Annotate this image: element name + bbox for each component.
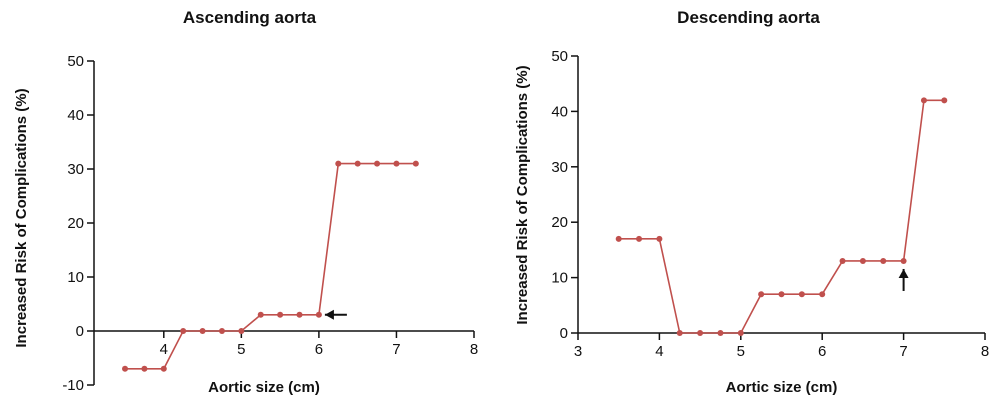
- data-point: [920, 97, 927, 104]
- data-point: [199, 328, 206, 334]
- x-tick-label: 3: [574, 343, 582, 360]
- y-axis-label: Increased Risk of Complications (%): [13, 88, 30, 347]
- data-point: [393, 160, 400, 167]
- x-tick-label: 8: [981, 343, 989, 360]
- data-point: [296, 311, 303, 318]
- x-axis-label: Aortic size (cm): [208, 379, 320, 396]
- data-point: [354, 160, 361, 167]
- y-tick-label: 40: [67, 107, 84, 124]
- data-point: [315, 311, 322, 318]
- data-point: [180, 328, 187, 334]
- y-tick-label: 30: [67, 161, 84, 178]
- y-axis-label: Increased Risk of Complications (%): [514, 65, 531, 324]
- chart-title: Descending aorta: [677, 8, 820, 27]
- data-point: [859, 257, 866, 264]
- data-point: [122, 365, 129, 372]
- chart-title: Ascending aorta: [182, 8, 317, 27]
- y-tick-label: 10: [551, 270, 568, 287]
- descending-aorta-chart: 0 10 20 30 40 50 3 4 5 6 7 8 Aortic size (cm) Increas…: [514, 48, 989, 396]
- arrow-head: [324, 309, 334, 320]
- data-point: [737, 330, 744, 336]
- y-tick-label: 10: [67, 269, 84, 286]
- x-tick-label: 5: [237, 341, 245, 358]
- data-point: [257, 311, 264, 318]
- x-tick-label: 6: [315, 341, 323, 358]
- x-tick-label: 8: [470, 341, 478, 358]
- data-point: [141, 365, 148, 372]
- ascending-aorta-panel: Ascending aorta -10 0 10 20 30 40 50 4 5 6 7 8 Aorti…: [13, 8, 478, 396]
- data-point: [839, 257, 846, 264]
- y-tick-label: -10: [62, 377, 84, 394]
- y-tick-label: 0: [560, 325, 568, 342]
- y-tick-label: 30: [551, 159, 568, 176]
- y-tick-label: 40: [551, 103, 568, 120]
- data-point: [900, 257, 907, 264]
- data-point: [758, 291, 765, 298]
- y-tick-label: 20: [551, 214, 568, 231]
- y-tick-label: 20: [67, 215, 84, 232]
- data-point: [697, 330, 704, 336]
- x-tick-label: 5: [737, 343, 745, 360]
- x-tick-label: 7: [899, 343, 907, 360]
- data-point: [941, 97, 948, 104]
- ascending-aorta-chart: -10 0 10 20 30 40 50 4 5 6 7 8 Aortic size (cm) Incre…: [13, 53, 478, 396]
- data-point: [717, 330, 724, 336]
- data-point: [676, 330, 683, 336]
- series-line: [618, 99, 945, 334]
- data-point: [218, 328, 225, 334]
- y-tick-label: 0: [76, 323, 84, 340]
- data-point: [819, 291, 826, 298]
- x-tick-label: 4: [160, 341, 168, 358]
- x-tick-label: 7: [392, 341, 400, 358]
- x-axis-label: Aortic size (cm): [726, 379, 838, 396]
- arrow-head: [898, 268, 909, 278]
- data-point: [374, 160, 381, 167]
- data-point: [160, 365, 167, 372]
- data-point: [798, 291, 805, 298]
- x-tick-label: 6: [818, 343, 826, 360]
- data-point: [335, 160, 342, 167]
- data-point: [615, 235, 622, 242]
- data-point: [238, 328, 245, 334]
- data-point: [636, 235, 643, 242]
- data-point: [277, 311, 284, 318]
- data-point: [412, 160, 419, 167]
- data-point: [656, 235, 663, 242]
- data-point: [880, 257, 887, 264]
- data-point: [778, 291, 785, 298]
- y-tick-label: 50: [67, 53, 84, 70]
- x-tick-label: 4: [655, 343, 663, 360]
- y-tick-label: 50: [551, 48, 568, 65]
- series-line: [125, 162, 416, 370]
- descending-aorta-panel: Descending aorta 0 10 20 30 40 50 3 4 5 6 7 8 Aortic…: [499, 0, 998, 402]
